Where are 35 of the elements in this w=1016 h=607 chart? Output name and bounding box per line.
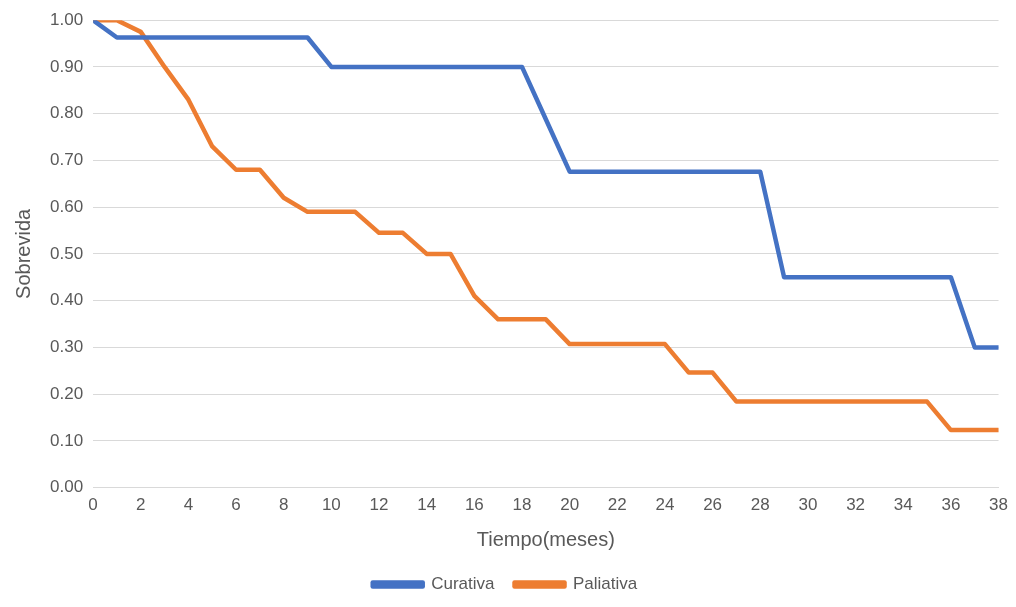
x-tick-label: 24 — [655, 495, 675, 515]
x-tick-label: 4 — [183, 495, 194, 515]
x-tick-label: 30 — [798, 495, 818, 515]
y-tick-label: 0.00 — [49, 477, 84, 497]
y-tick-label: 0.80 — [49, 103, 84, 123]
y-tick-label: 0.30 — [49, 337, 84, 357]
x-tick-label: 32 — [846, 495, 866, 515]
y-tick-label: 0.10 — [49, 430, 84, 450]
x-tick-label: 36 — [941, 495, 961, 515]
y-axis-title: Sobrevida — [11, 208, 34, 299]
x-tick-label: 22 — [607, 495, 627, 515]
x-tick-label: 2 — [136, 495, 146, 515]
x-tick-label: 0 — [88, 495, 98, 515]
y-tick-label: 0.50 — [49, 243, 84, 263]
legend-label: Curativa — [431, 574, 496, 594]
x-tick-label: 14 — [417, 495, 437, 515]
x-tick-label: 18 — [512, 495, 532, 515]
x-tick-label: 34 — [893, 495, 913, 515]
y-tick-label: 0.40 — [49, 290, 84, 310]
x-tick-label: 38 — [989, 495, 1009, 515]
y-tick-label: 1.00 — [49, 9, 84, 29]
y-tick-label: 0.20 — [49, 383, 84, 403]
x-tick-label: 12 — [369, 495, 389, 515]
legend-label: Paliativa — [573, 574, 638, 594]
x-tick-label: 26 — [703, 495, 723, 515]
y-tick-label: 0.60 — [49, 196, 84, 216]
y-tick-label: 0.90 — [49, 56, 84, 76]
x-tick-label: 28 — [750, 495, 770, 515]
x-tick-label: 10 — [321, 495, 341, 515]
x-tick-label: 8 — [278, 495, 289, 515]
x-tick-label: 6 — [231, 495, 241, 515]
x-tick-label: 16 — [464, 495, 484, 515]
x-tick-label: 20 — [560, 495, 580, 515]
y-tick-label: 0.70 — [49, 150, 84, 170]
x-axis-title: Tiempo(meses) — [476, 527, 615, 550]
